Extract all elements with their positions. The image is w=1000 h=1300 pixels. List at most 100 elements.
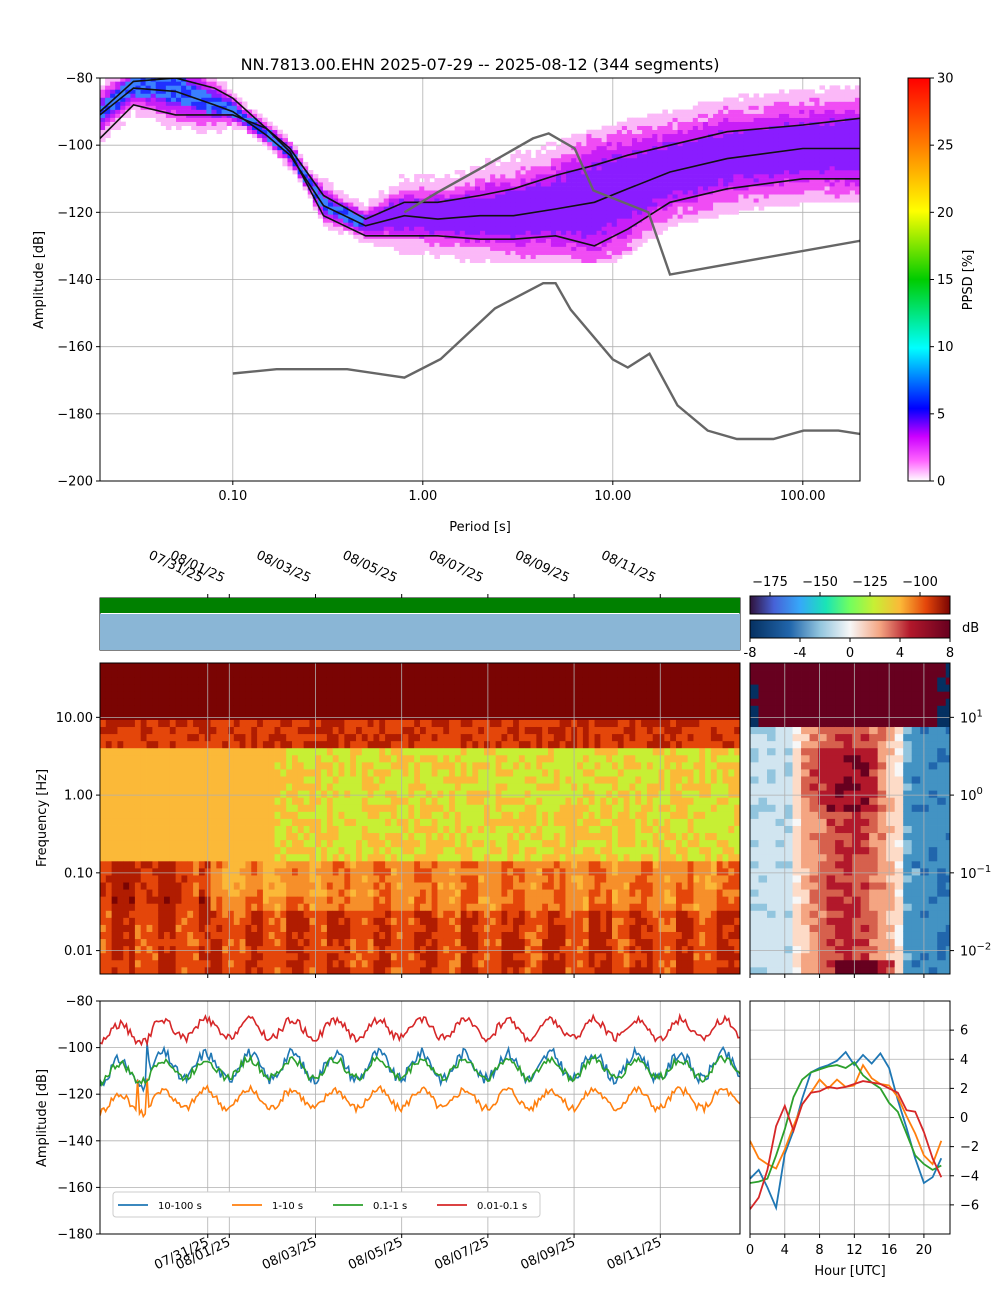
ppsd-density-cell bbox=[581, 210, 587, 215]
ppsd-density-cell bbox=[469, 186, 476, 191]
spectrogram-cell bbox=[303, 896, 310, 904]
top-date-label: 08/05/25 bbox=[340, 548, 399, 586]
ppsd-density-cell bbox=[591, 178, 598, 183]
ppsd-density-cell bbox=[687, 109, 694, 114]
spectrogram-cell bbox=[315, 832, 322, 841]
spectrogram-cell bbox=[216, 867, 223, 876]
ppsd-density-cell bbox=[672, 194, 679, 199]
ppsd-density-cell bbox=[485, 246, 491, 251]
spectrogram-cell bbox=[297, 945, 305, 954]
spectrogram-cell bbox=[129, 889, 136, 897]
ppsd-density-cell bbox=[398, 206, 405, 211]
ppsd-density-cell bbox=[419, 226, 425, 231]
spectrogram-cell bbox=[286, 726, 293, 735]
spectrogram-cell bbox=[210, 747, 217, 756]
ppsd-density-cell bbox=[799, 165, 805, 171]
ppsd-density-cell bbox=[490, 170, 496, 175]
ppsd-density-cell bbox=[419, 234, 425, 239]
ppsd-density-cell bbox=[677, 190, 684, 195]
ppsd-density-cell bbox=[165, 125, 172, 131]
ppsd-density-cell bbox=[378, 214, 385, 219]
ppsd-density-cell bbox=[566, 226, 572, 231]
ppsd-density-cell bbox=[713, 157, 719, 163]
ppsd-density-cell bbox=[105, 129, 111, 135]
ppsd-density-cell bbox=[702, 178, 709, 183]
ppsd-density-cell bbox=[849, 194, 856, 199]
spectrogram-cell bbox=[198, 875, 206, 883]
ppsd-density-cell bbox=[692, 105, 699, 110]
ppsd-density-cell bbox=[556, 202, 562, 207]
ppsd-density-cell bbox=[272, 125, 278, 131]
spectrogram-cell bbox=[123, 882, 130, 890]
ppsd-density-cell bbox=[687, 113, 694, 118]
ppsd-density-cell bbox=[145, 93, 152, 98]
ppsd-density-cell bbox=[789, 202, 795, 207]
spectrogram-cell bbox=[274, 839, 281, 848]
ppsd-density-cell bbox=[682, 149, 689, 155]
ppsd-density-cell bbox=[738, 178, 744, 183]
spectrogram-cell bbox=[251, 931, 258, 940]
ppsd-density-cell bbox=[834, 165, 841, 171]
spectrogram-cell bbox=[245, 952, 252, 961]
spectrogram-cell bbox=[210, 769, 217, 777]
ppsd-density-cell bbox=[550, 250, 557, 255]
spectrogram-cell bbox=[181, 924, 188, 932]
ppsd-density-cell bbox=[804, 157, 810, 163]
ppsd-density-cell bbox=[596, 226, 603, 231]
ppsd-density-cell bbox=[718, 153, 724, 159]
ppsd-density-cell bbox=[748, 161, 755, 167]
spectrogram-cell bbox=[105, 740, 113, 749]
spectrogram-cell bbox=[297, 698, 305, 706]
ppsd-density-cell bbox=[566, 246, 572, 251]
spectrogram-cell bbox=[297, 853, 305, 862]
ppsd-density-cell bbox=[495, 238, 501, 243]
ppsd-density-cell bbox=[637, 117, 643, 122]
ppsd-density-cell bbox=[728, 145, 734, 151]
spectrogram-cell bbox=[239, 769, 246, 777]
ppsd-density-cell bbox=[753, 129, 760, 135]
ppsd-density-cell bbox=[834, 141, 841, 147]
ppsd-density-cell bbox=[181, 101, 187, 106]
ppsd-density-cell bbox=[768, 165, 775, 171]
ppsd-density-cell bbox=[789, 190, 795, 195]
spectrogram-cell bbox=[274, 896, 281, 904]
spectrogram-cell bbox=[152, 903, 159, 911]
ppsd-density-cell bbox=[657, 198, 663, 203]
spectrogram-cell bbox=[100, 740, 107, 749]
ppsd-density-cell bbox=[571, 198, 577, 203]
spectrogram-cell bbox=[193, 677, 200, 685]
ppsd-density-cell bbox=[459, 206, 466, 211]
spectrogram-cell bbox=[303, 698, 310, 706]
ppsd-density-cell bbox=[667, 161, 674, 167]
ppsd-density-cell bbox=[545, 157, 552, 163]
spectrogram-cell bbox=[105, 726, 113, 735]
spectrogram-cell bbox=[100, 867, 107, 876]
ppsd-density-cell bbox=[844, 153, 851, 159]
ppsd-density-cell bbox=[231, 117, 238, 122]
spectrogram-cell bbox=[257, 761, 264, 770]
ppsd-density-cell bbox=[277, 141, 283, 147]
ppsd-density-cell bbox=[571, 186, 577, 191]
spectrogram-cell bbox=[210, 797, 217, 805]
ppsd-density-cell bbox=[854, 174, 860, 179]
ppsd-density-cell bbox=[307, 186, 314, 191]
spectrogram-cell bbox=[286, 910, 293, 918]
spectrogram-cell bbox=[117, 740, 124, 749]
ppsd-density-cell bbox=[682, 145, 689, 151]
ppsd-density-cell bbox=[637, 178, 643, 183]
spectrogram-cell bbox=[239, 663, 246, 671]
ppsd-density-cell bbox=[687, 129, 694, 135]
spectrogram-cell bbox=[198, 733, 206, 742]
ppsd-density-cell bbox=[500, 234, 506, 239]
ppsd-density-cell bbox=[616, 174, 623, 179]
spectrogram-cell bbox=[129, 740, 136, 749]
ppsd-density-cell bbox=[500, 182, 506, 187]
ppsd-density-cell bbox=[824, 109, 831, 114]
ppsd-density-cell bbox=[474, 178, 481, 183]
spectrogram-cell bbox=[286, 740, 293, 749]
spectrogram-cell bbox=[175, 889, 182, 897]
spectrogram-cell bbox=[129, 698, 136, 706]
ppsd-density-cell bbox=[632, 234, 638, 239]
spectrogram-cell bbox=[297, 917, 305, 925]
ppsd-density-cell bbox=[819, 93, 826, 98]
